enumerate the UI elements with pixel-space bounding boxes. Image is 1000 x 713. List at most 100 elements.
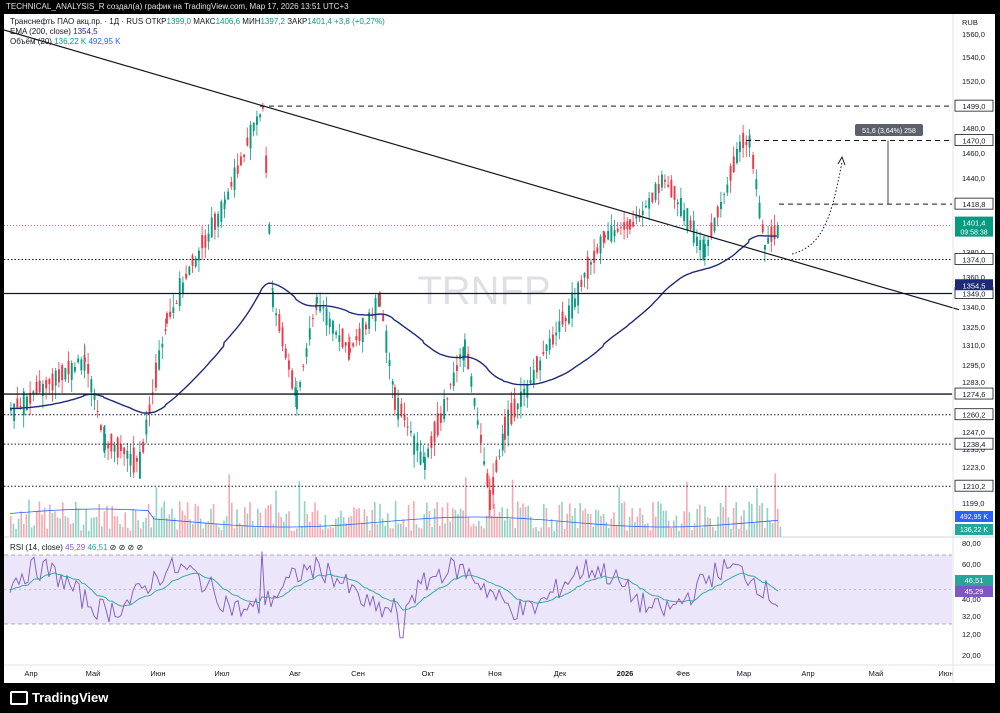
volume-bar <box>238 522 241 537</box>
candle <box>42 383 44 396</box>
candle <box>299 382 302 388</box>
volume-bar <box>589 513 592 537</box>
candle <box>355 336 358 341</box>
candle <box>185 273 188 279</box>
candle <box>683 210 686 221</box>
volume-bar <box>379 503 381 537</box>
volume-bar <box>738 528 740 537</box>
open-value: 1399,0 <box>166 17 191 26</box>
candle <box>394 387 396 410</box>
candle <box>596 247 599 253</box>
volume-bar <box>647 523 649 537</box>
candle <box>224 199 226 204</box>
candle <box>433 421 436 443</box>
level-badge: 1238,4 <box>963 440 986 449</box>
low-value: 1397,2 <box>260 17 285 26</box>
volume-bar <box>303 501 306 537</box>
candle <box>139 451 141 479</box>
rsi-tick-label: 80,00 <box>962 539 981 548</box>
volume-bar <box>114 516 116 537</box>
volume-bar <box>59 518 61 537</box>
candle <box>498 455 501 457</box>
volume-bar <box>691 530 693 537</box>
volume-bar <box>277 512 280 537</box>
chart-canvas[interactable]: TRNFP Апр Май Июн Июл Авг Сен Окт Ноя Дек 2026 Фев М… <box>4 14 995 683</box>
candle <box>406 426 409 428</box>
volume-bar <box>740 515 743 537</box>
candle <box>365 324 367 330</box>
candle <box>48 379 51 384</box>
candle <box>467 353 470 370</box>
volume-bar <box>111 506 113 537</box>
volume-bar <box>158 518 160 537</box>
candle <box>473 398 476 406</box>
candle <box>459 354 462 359</box>
volume-bar <box>511 479 514 537</box>
volume-bar <box>371 509 373 537</box>
volume-bar <box>706 517 709 537</box>
volume-bar <box>335 518 337 537</box>
candle <box>776 225 779 239</box>
rsi-settings-icons[interactable]: ⊘ ⊘ ⊘ ⊘ <box>109 543 144 552</box>
candle <box>361 317 364 343</box>
volume-bar <box>28 499 30 537</box>
price-tick-label: 1480,0 <box>962 124 985 133</box>
volume-bar <box>311 512 314 537</box>
volume-bar <box>314 502 316 537</box>
volume-bar <box>597 510 600 537</box>
volume-bar <box>15 528 17 537</box>
volume-bar <box>205 523 207 537</box>
volume-bar <box>332 527 334 537</box>
volume-bar <box>384 525 386 537</box>
volume-bar <box>147 503 150 537</box>
price-chart[interactable]: TRNFP Апр Май Июн Июл Авг Сен Окт Ноя Дек 2026 Фев М… <box>4 14 995 683</box>
candle <box>483 461 486 465</box>
volume-bar <box>595 509 597 537</box>
candle <box>443 398 446 420</box>
rsi-tick-label: 12,00 <box>962 630 981 639</box>
volume-bar <box>683 511 685 537</box>
volume-bar <box>535 526 537 537</box>
volume-label: Объём (20) <box>10 37 52 46</box>
candle <box>38 380 41 393</box>
volume-bar <box>194 503 197 537</box>
candle <box>680 198 682 217</box>
volume-bar <box>418 527 420 537</box>
candle <box>210 217 213 238</box>
volume-bar <box>457 514 459 537</box>
volume-bar <box>160 507 163 537</box>
candle <box>158 350 161 370</box>
volume-bar <box>566 513 568 537</box>
volume-bar <box>556 520 558 537</box>
x-axis-label: Авг <box>289 669 301 678</box>
candle <box>319 305 322 312</box>
candle <box>67 360 70 375</box>
volume-bar <box>439 525 441 537</box>
candle <box>676 202 679 205</box>
volume-bar <box>587 513 589 537</box>
volume-bar <box>33 525 35 537</box>
volume-bar <box>322 529 324 537</box>
volume-bar <box>25 514 28 537</box>
volume-bar <box>717 516 719 537</box>
volume-bar <box>30 527 33 537</box>
candle <box>664 179 666 182</box>
volume-bar <box>766 507 769 537</box>
level-badge: 1374,0 <box>963 256 986 265</box>
price-tick-label: 1540,0 <box>962 53 985 62</box>
candle <box>291 370 294 389</box>
volume-bar <box>233 528 236 537</box>
volume-bar <box>288 511 290 537</box>
volume-bar <box>693 523 696 537</box>
volume-bar <box>319 523 321 537</box>
candle <box>151 392 154 394</box>
volume-bar <box>649 530 652 537</box>
volume-bar <box>478 520 480 537</box>
x-axis-label: Апр <box>801 669 814 678</box>
volume-bar <box>88 530 90 537</box>
volume-bar <box>145 517 147 537</box>
candle <box>449 383 452 385</box>
volume-bar <box>563 528 566 537</box>
volume-bar <box>337 517 340 537</box>
volume-bar <box>712 526 714 537</box>
